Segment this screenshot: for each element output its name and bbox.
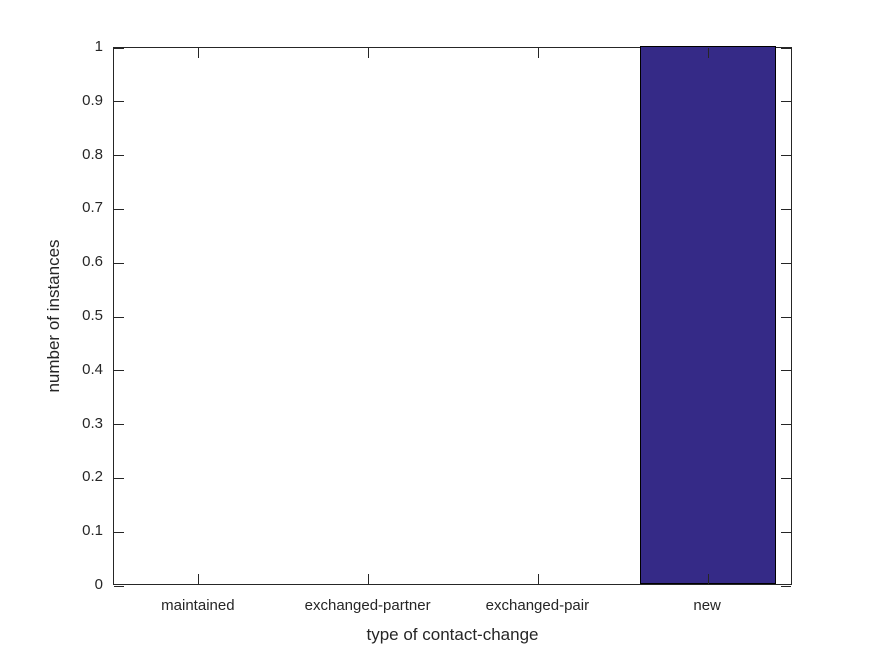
y-tick-right: [781, 316, 791, 318]
y-tick-left: [114, 316, 124, 318]
x-tick-label-new: new: [693, 597, 721, 614]
y-tick-right: [781, 424, 791, 426]
x-tick-top: [537, 48, 539, 58]
y-tick-label: 0.8: [82, 145, 103, 163]
y-tick-left: [114, 370, 124, 372]
y-tick-label: 0.1: [82, 522, 103, 540]
x-tick-label-exchanged-pair: exchanged-pair: [485, 597, 590, 614]
y-tick-left: [114, 101, 124, 103]
x-tick-bottom: [537, 574, 539, 584]
x-axis-label: type of contact-change: [366, 625, 539, 644]
y-tick-right: [781, 370, 791, 372]
x-tick-top: [198, 48, 200, 58]
y-tick-right: [781, 585, 791, 587]
y-tick-left: [114, 262, 124, 264]
x-tick-bottom: [198, 574, 200, 584]
y-tick-label: 0.3: [82, 414, 103, 432]
bar-new: [640, 46, 777, 584]
y-tick-right: [781, 47, 791, 49]
y-tick-label: 0.2: [82, 468, 103, 486]
y-tick-left: [114, 477, 124, 479]
y-tick-label: 0.5: [82, 307, 103, 324]
y-tick-label: 1: [94, 38, 103, 55]
y-tick-label: 0.6: [82, 253, 103, 271]
y-tick-left: [114, 208, 124, 210]
y-tick-label: 0: [94, 576, 103, 593]
y-tick-left: [114, 531, 124, 533]
y-tick-right: [781, 477, 791, 479]
y-tick-right: [781, 208, 791, 210]
y-tick-right: [781, 531, 791, 533]
x-tick-label-maintained: maintained: [161, 597, 235, 614]
y-tick-left: [114, 424, 124, 426]
plot-area: [113, 46, 792, 587]
x-tick-bottom: [707, 574, 709, 584]
y-tick-right: [781, 101, 791, 103]
y-tick-label: 0.4: [82, 360, 103, 378]
y-tick-left: [114, 47, 124, 49]
x-tick-top: [707, 48, 709, 58]
x-tick-top: [368, 48, 370, 58]
y-tick-left: [114, 585, 124, 587]
x-tick-bottom: [368, 574, 370, 584]
y-tick-left: [114, 155, 124, 157]
y-tick-right: [781, 155, 791, 157]
y-tick-label: 0.7: [82, 199, 103, 217]
y-tick-label: 0.9: [82, 91, 103, 109]
y-tick-right: [781, 262, 791, 264]
x-tick-label-exchanged-partner: exchanged-partner: [304, 597, 431, 614]
